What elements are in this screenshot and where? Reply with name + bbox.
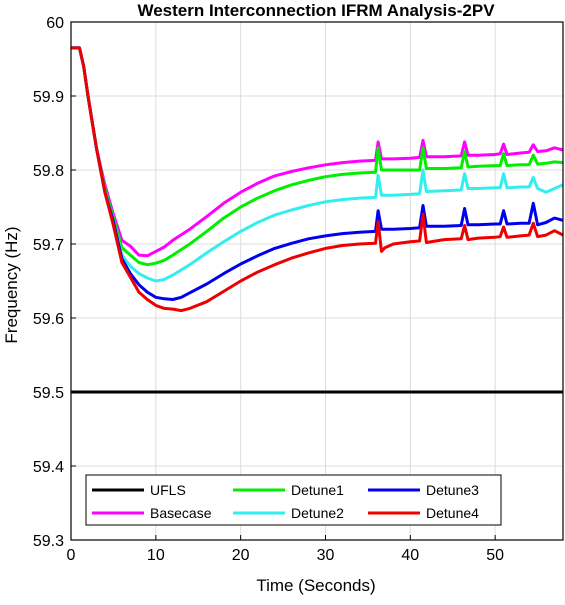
series-line-detune1 xyxy=(71,46,564,267)
x-tick-label: 10 xyxy=(147,547,165,564)
y-tick-label: 59.6 xyxy=(33,311,64,328)
y-tick-label: 59.3 xyxy=(33,533,64,550)
y-tick-label: 60 xyxy=(46,15,64,32)
axis-ticks: 0 10 20 30 40 50 59.3 59.4 59.5 59.6 59.7 59.8 59.9 6… xyxy=(33,15,504,564)
x-axis-label: Time (Seconds) xyxy=(256,576,375,595)
y-tick-label: 59.5 xyxy=(33,385,64,402)
y-tick-label: 59.4 xyxy=(33,459,64,476)
series-line-basecase xyxy=(71,46,564,258)
series-line-detune2 xyxy=(71,46,564,283)
legend-label-detune3: Detune3 xyxy=(426,482,479,498)
series-lines xyxy=(71,46,564,394)
plot-frame xyxy=(70,21,564,541)
legend-label-ufls: UFLS xyxy=(150,482,186,498)
legend-label-detune4: Detune4 xyxy=(426,505,479,521)
x-tick-label: 50 xyxy=(486,547,504,564)
y-tick-label: 59.7 xyxy=(33,237,64,254)
y-axis-label: Frequency (Hz) xyxy=(2,226,21,343)
x-tick-label: 30 xyxy=(317,547,335,564)
legend-label-detune1: Detune1 xyxy=(291,482,344,498)
x-tick-label: 20 xyxy=(232,547,250,564)
series-line-detune4 xyxy=(71,46,564,313)
chart-legend: UFLS Detune1 Detune3 Basecase Detune2 Detune4 xyxy=(85,474,502,526)
y-tick-label: 59.9 xyxy=(33,89,64,106)
legend-label-basecase: Basecase xyxy=(150,505,212,521)
series-line-detune3 xyxy=(71,46,564,301)
x-tick-label: 0 xyxy=(67,547,76,564)
chart-title: Western Interconnection IFRM Analysis-2P… xyxy=(137,1,495,20)
legend-box xyxy=(85,474,502,526)
x-tick-label: 40 xyxy=(401,547,419,564)
y-tick-label: 59.8 xyxy=(33,163,64,180)
legend-label-detune2: Detune2 xyxy=(291,505,344,521)
